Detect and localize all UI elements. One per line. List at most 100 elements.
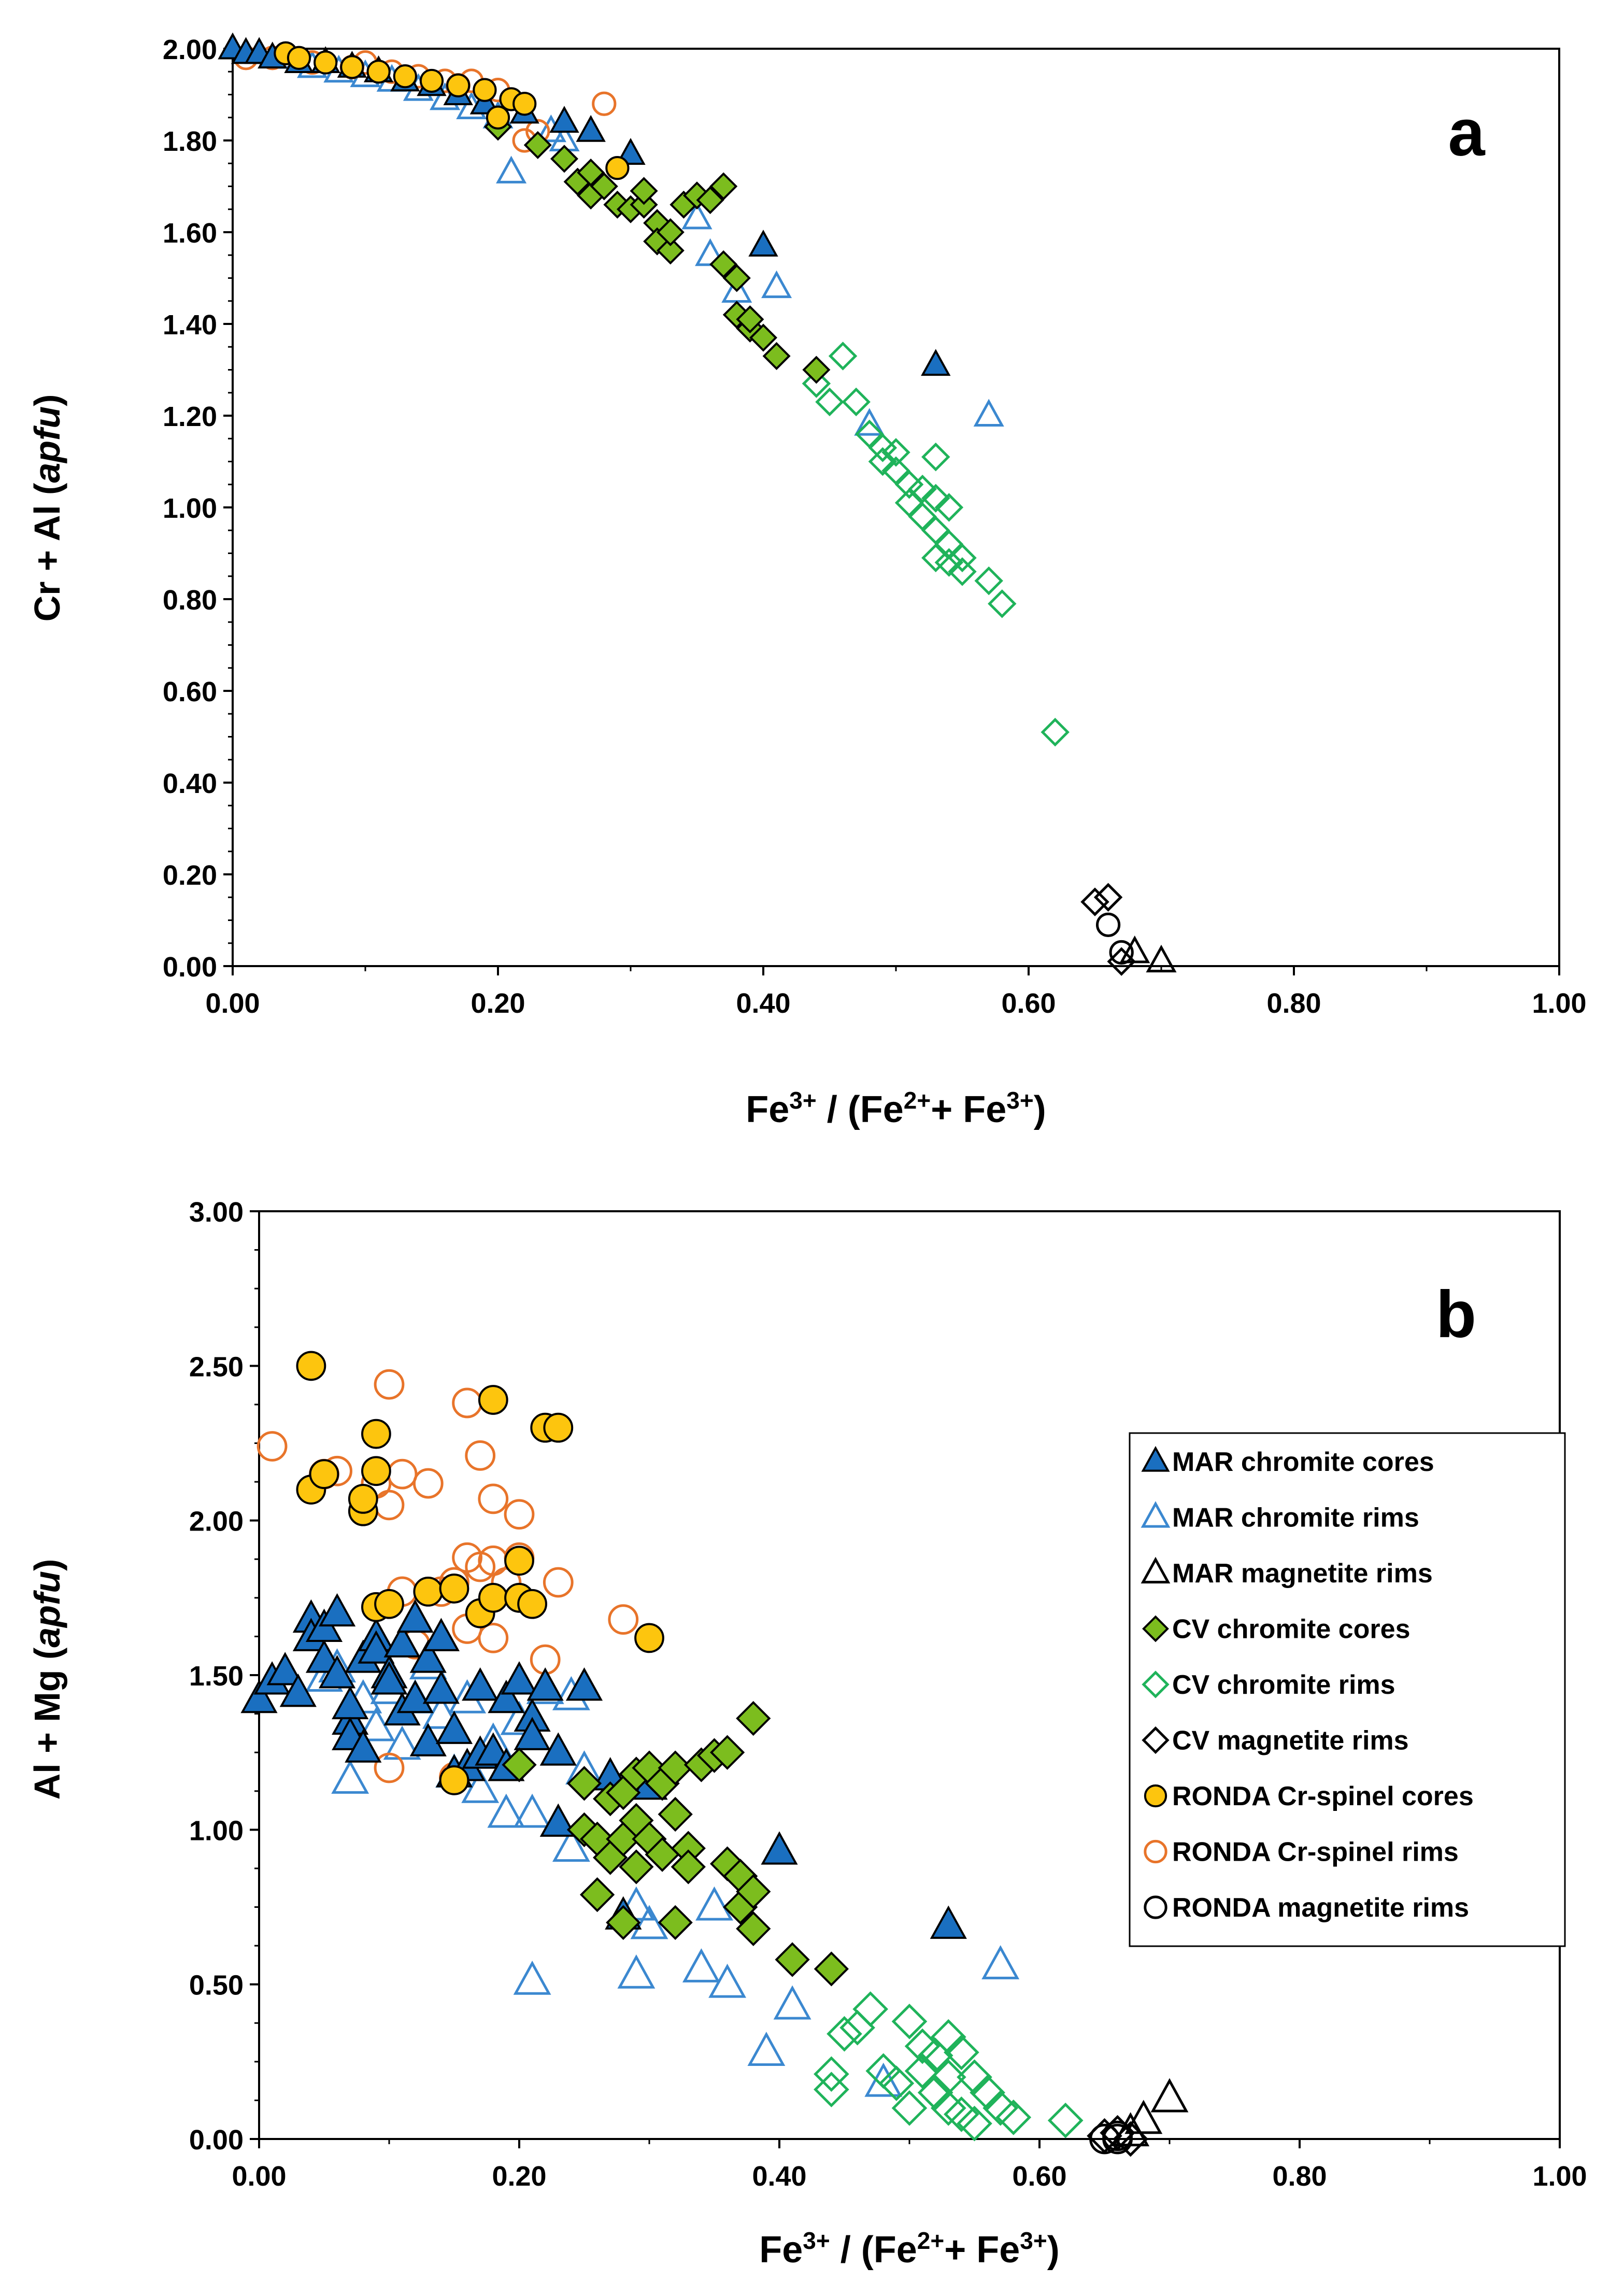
- data-point-ronda-cr-spinel-cores: [439, 1765, 469, 1795]
- data-point-mar-chromite-cores: [319, 1593, 356, 1627]
- panel-b-x-ticks: 0.00 0.20 0.40 0.60 0.80 1.00: [232, 2139, 1587, 2192]
- data-point-mar-chromite-cores: [921, 349, 951, 376]
- data-point-cv-chromite-rims: [891, 2003, 928, 2039]
- data-point-cv-chromite-rims: [908, 502, 937, 531]
- data-point-cv-chromite-cores: [802, 356, 831, 384]
- legend-label: MAR chromite cores: [1172, 1447, 1434, 1477]
- data-point-mar-chromite-cores: [396, 1599, 434, 1633]
- data-point-cv-chromite-rims: [934, 548, 964, 577]
- legend-items: MAR chromite cores MAR chromite rims MAR m…: [1141, 1446, 1474, 1923]
- panel-b-xlabel-part: / (Fe: [830, 2229, 917, 2271]
- data-point-cv-chromite-cores: [814, 1951, 849, 1987]
- data-point-mar-chromite-rims: [981, 1945, 1020, 1979]
- panel-b-xlabel-sup: 3+: [803, 2227, 830, 2254]
- series-cv-chromite-cores: [483, 112, 831, 384]
- legend-marker-ronda-cr-spinel-cores: [1144, 1784, 1167, 1808]
- series-ronda-magnetite-rims: [1089, 2120, 1133, 2155]
- data-point-mar-chromite-cores: [240, 1679, 278, 1713]
- data-point-cv-chromite-rims: [934, 530, 964, 559]
- data-point-mar-chromite-rims: [864, 2062, 903, 2097]
- data-point-cv-chromite-rims: [814, 2056, 849, 2092]
- data-point-cv-chromite-rims: [988, 589, 1017, 618]
- data-point-cv-chromite-rims: [921, 516, 950, 545]
- series-cv-chromite-cores: [502, 1701, 849, 1987]
- data-point-mar-chromite-cores: [409, 1723, 447, 1756]
- data-point-ronda-cr-spinel-rims: [592, 91, 617, 116]
- x-tick-label: 0.40: [736, 988, 790, 1019]
- y-tick-label: 0.50: [189, 1970, 244, 2001]
- panel-a-x-ticks: 0.00 0.20 0.40 0.60 0.80 1.00: [205, 966, 1587, 1019]
- data-point-cv-chromite-rims: [930, 2090, 966, 2126]
- data-point-cv-chromite-rims: [921, 442, 950, 472]
- data-point-cv-chromite-cores: [630, 177, 658, 205]
- data-point-cv-chromite-cores: [619, 1849, 654, 1885]
- data-point-cv-chromite-rims: [948, 557, 977, 586]
- series-ronda-magnetite-rims: [1095, 912, 1134, 965]
- data-point-cv-chromite-rims: [814, 2072, 849, 2107]
- x-tick-label: 0.80: [1266, 988, 1321, 1019]
- data-point-cv-chromite-rims: [930, 2019, 966, 2055]
- data-point-ronda-cr-spinel-rims: [465, 1440, 496, 1471]
- panel-a-xlabel-part: / (Fe: [817, 1089, 904, 1130]
- legend-label: RONDA Cr-spinel rims: [1172, 1837, 1459, 1867]
- data-point-cv-chromite-cores: [736, 305, 764, 334]
- data-point-cv-chromite-cores: [579, 1877, 615, 1912]
- legend-marker-ronda-cr-spinel-rims: [1144, 1839, 1167, 1864]
- y-tick-label: 1.80: [163, 126, 217, 157]
- data-point-ronda-cr-spinel-rims: [374, 1752, 405, 1783]
- x-tick-label: 0.40: [752, 2161, 806, 2192]
- data-point-cv-chromite-cores: [736, 1911, 771, 1946]
- data-point-cv-chromite-rims: [957, 2059, 992, 2095]
- data-point-cv-chromite-rims: [881, 438, 910, 467]
- x-tick-label: 0.00: [232, 2161, 286, 2192]
- data-point-ronda-cr-spinel-cores: [366, 60, 391, 84]
- legend-label: RONDA magnetite rims: [1172, 1893, 1469, 1923]
- data-point-cv-chromite-cores: [658, 1796, 693, 1832]
- data-point-mar-chromite-cores: [396, 1679, 434, 1713]
- y-tick-label: 0.20: [163, 860, 217, 891]
- data-point-cv-magnetite-rims: [1080, 887, 1109, 916]
- y-tick-label: 1.50: [189, 1661, 244, 1692]
- data-point-ronda-cr-spinel-cores: [478, 1385, 508, 1415]
- panel-b-y-ticks: 0.00 0.50 1.00 1.50 2.00 2.50 3.00: [189, 1197, 259, 2156]
- legend-marker-cv-chromite-rims: [1142, 1670, 1170, 1698]
- data-point-cv-chromite-cores: [696, 186, 724, 215]
- series-ronda-cr-spinel-cores: [296, 1351, 664, 1795]
- data-point-ronda-cr-spinel-cores: [486, 105, 510, 130]
- data-point-mar-chromite-rims: [854, 408, 885, 436]
- data-point-mar-chromite-cores: [462, 1667, 499, 1701]
- data-point-cv-chromite-cores: [762, 342, 791, 370]
- data-point-cv-magnetite-rims: [1113, 2121, 1149, 2157]
- panel-b-ylabel-part: Al + Mg (: [27, 1647, 67, 1800]
- data-point-mar-chromite-cores: [549, 106, 579, 133]
- data-point-ronda-cr-spinel-cores: [543, 1412, 574, 1443]
- legend-label: RONDA Cr-spinel cores: [1172, 1781, 1474, 1811]
- legend-label: MAR magnetite rims: [1172, 1559, 1433, 1589]
- data-point-cv-chromite-cores: [566, 1766, 602, 1801]
- data-point-cv-chromite-cores: [775, 1942, 810, 1977]
- data-point-mar-chromite-cores: [345, 1729, 382, 1763]
- legend-marker-mar-magnetite-rims: [1141, 1556, 1171, 1584]
- panel-a-xlabel-part: + Fe: [931, 1089, 1006, 1130]
- panel-b-points: [240, 1351, 1189, 2157]
- panel-a-x-axis-label: Fe3+ / (Fe2++ Fe3+): [746, 1087, 1046, 1130]
- panel-a-xlabel-sup: 2+: [904, 1087, 931, 1114]
- panel-a-xlabel-part: ): [1034, 1089, 1046, 1130]
- data-point-cv-chromite-cores: [658, 1750, 693, 1786]
- data-point-ronda-cr-spinel-cores: [517, 1589, 547, 1619]
- data-point-cv-chromite-rims: [891, 2090, 928, 2126]
- data-point-mar-chromite-cores: [565, 1667, 603, 1701]
- data-point-ronda-cr-spinel-rims: [543, 1567, 574, 1598]
- y-tick-label: 2.50: [189, 1351, 244, 1382]
- y-tick-label: 1.00: [189, 1815, 244, 1846]
- data-point-ronda-cr-spinel-cores: [393, 64, 417, 89]
- legend-label: CV chromite cores: [1172, 1614, 1411, 1645]
- data-point-mar-chromite-cores: [501, 1661, 538, 1695]
- legend: MAR chromite cores MAR chromite rims MAR m…: [1129, 1432, 1566, 1947]
- data-point-ronda-magnetite-rims: [1095, 912, 1121, 937]
- data-point-cv-chromite-cores: [523, 131, 552, 159]
- panel-a-points: [218, 32, 1177, 976]
- data-point-mar-chromite-rims: [513, 1793, 551, 1828]
- y-tick-label: 1.60: [163, 218, 217, 249]
